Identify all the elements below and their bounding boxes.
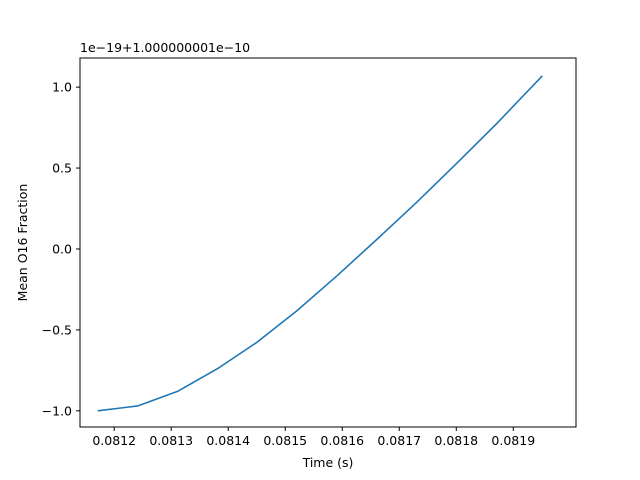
x-tick-label: 0.0813 [149, 433, 193, 448]
x-tick-label: 0.0817 [377, 433, 421, 448]
x-axis-ticks: 0.0812 0.0813 0.0814 0.0815 0.0816 0.0817 0.08… [92, 427, 535, 448]
x-tick-label: 0.0814 [206, 433, 250, 448]
y-tick-label: −1.0 [42, 403, 72, 418]
x-tick-label: 0.0819 [491, 433, 535, 448]
series-line-0 [97, 75, 543, 412]
y-axis-ticks: −1.0 −0.5 0.0 0.5 1.0 [42, 80, 80, 418]
y-tick-label: 0.5 [52, 161, 72, 176]
y-axis-label: Mean O16 Fraction [15, 184, 30, 302]
y-tick-label: −0.5 [42, 322, 72, 337]
y-tick-label: 1.0 [52, 80, 72, 95]
plot-frame [79, 57, 577, 428]
plot-layer [97, 75, 543, 412]
y-axis-offset-label: 1e−19+1.000000001e−10 [80, 40, 250, 55]
x-tick-label: 0.0818 [434, 433, 478, 448]
x-tick-label: 0.0812 [92, 433, 136, 448]
x-axis-label: Time (s) [302, 455, 354, 470]
y-tick-label: 0.0 [52, 241, 72, 256]
x-tick-label: 0.0816 [320, 433, 364, 448]
x-tick-label: 0.0815 [263, 433, 307, 448]
